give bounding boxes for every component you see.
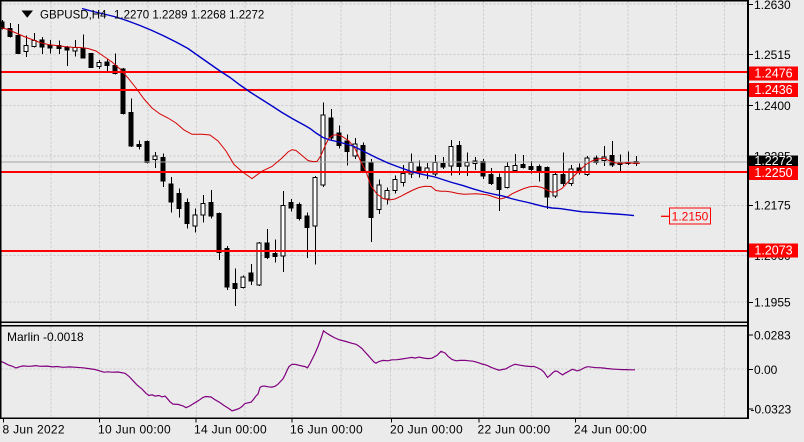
svg-text:22 Jun 00:00: 22 Jun 00:00 xyxy=(478,423,551,437)
svg-text:8 Jun 2022: 8 Jun 2022 xyxy=(3,423,65,437)
svg-text:1.2073: 1.2073 xyxy=(754,244,792,258)
svg-text:1.2515: 1.2515 xyxy=(754,48,791,62)
svg-text:20 Jun 00:00: 20 Jun 00:00 xyxy=(390,423,463,437)
svg-text:1.2400: 1.2400 xyxy=(754,99,791,113)
svg-text:1.2175: 1.2175 xyxy=(754,199,791,213)
svg-text:0.0283: 0.0283 xyxy=(754,328,791,342)
svg-text:GBPUSD,H4: GBPUSD,H4 xyxy=(40,10,107,22)
svg-text:1.1955: 1.1955 xyxy=(754,296,791,310)
svg-text:1.2436: 1.2436 xyxy=(754,83,792,97)
svg-text:14 Jun 00:00: 14 Jun 00:00 xyxy=(194,423,267,437)
svg-text:1.2630: 1.2630 xyxy=(754,0,791,12)
svg-text:10 Jun 00:00: 10 Jun 00:00 xyxy=(98,423,171,437)
svg-text:-0.0323: -0.0323 xyxy=(751,402,792,416)
svg-text:0.00: 0.00 xyxy=(754,363,778,377)
svg-text:1.2150: 1.2150 xyxy=(672,209,709,223)
svg-text:1.2476: 1.2476 xyxy=(754,67,792,81)
svg-text:1.2270 1.2289 1.2268 1.2272: 1.2270 1.2289 1.2268 1.2272 xyxy=(114,10,264,22)
svg-text:1.2272: 1.2272 xyxy=(754,154,792,168)
svg-text:1.2250: 1.2250 xyxy=(754,166,792,180)
svg-text:Marlin -0.0018: Marlin -0.0018 xyxy=(7,330,84,344)
svg-text:24 Jun 00:00: 24 Jun 00:00 xyxy=(574,423,647,437)
svg-text:16 Jun 00:00: 16 Jun 00:00 xyxy=(290,423,363,437)
